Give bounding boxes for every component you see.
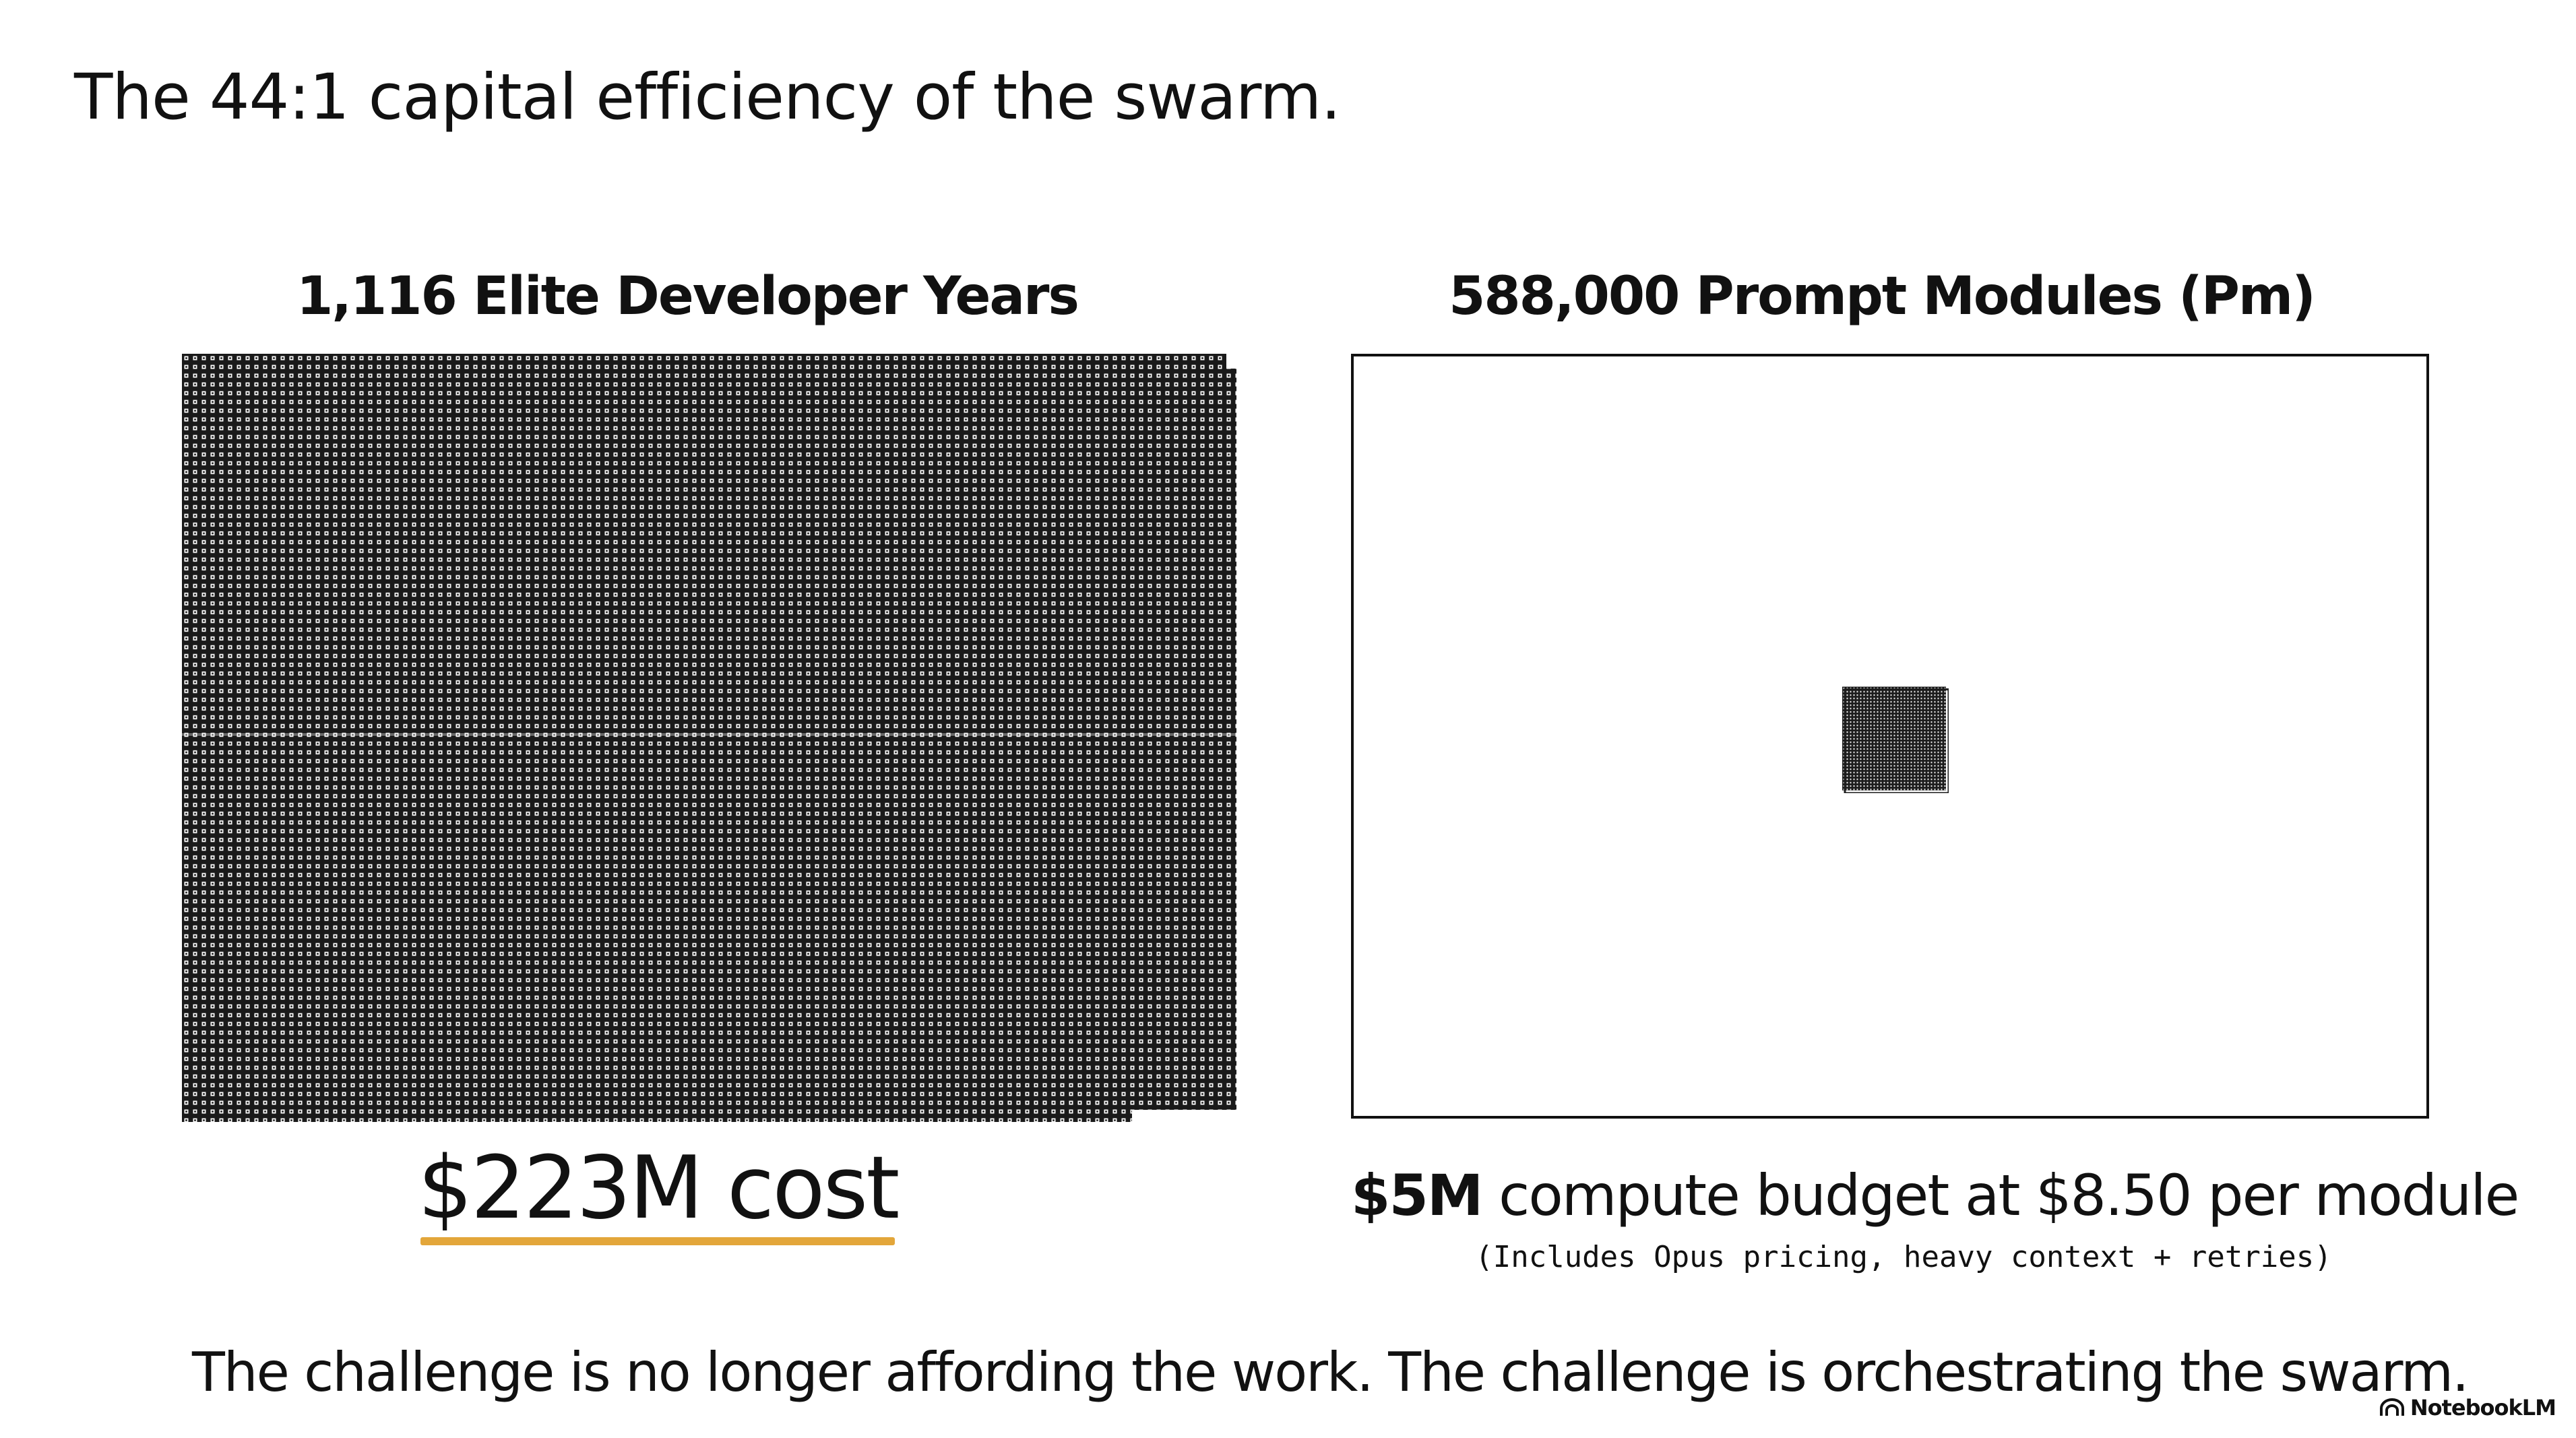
cost-underline <box>420 1237 895 1245</box>
budget-note: (Includes Opus pricing, heavy context + … <box>1475 1240 2332 1274</box>
budget-amount: $5M <box>1351 1162 1483 1228</box>
left-panel-heading: 1,116 Elite Developer Years <box>296 266 1079 327</box>
cost-label: $223M cost <box>418 1138 900 1239</box>
closing-statement: The challenge is no longer affording the… <box>192 1341 2469 1404</box>
grid-divider <box>182 733 1236 736</box>
right-panel-heading: 588,000 Prompt Modules (Pm) <box>1449 266 2316 327</box>
budget-line: $5M compute budget at $8.50 per module <box>1351 1162 2519 1228</box>
notebooklm-logo-icon <box>2379 1398 2404 1416</box>
slide-title: The 44:1 capital efficiency of the swarm… <box>74 61 1341 134</box>
brand-name: NotebookLM <box>2410 1395 2556 1420</box>
prompt-modules-frame <box>1351 354 2429 1119</box>
brand-mark: NotebookLM <box>2379 1395 2556 1420</box>
developer-years-grid <box>182 354 1236 1122</box>
developer-years-block <box>182 354 1236 1122</box>
budget-description: compute budget at $8.50 per module <box>1482 1162 2519 1228</box>
prompt-module-cluster-icon <box>1842 687 1949 793</box>
